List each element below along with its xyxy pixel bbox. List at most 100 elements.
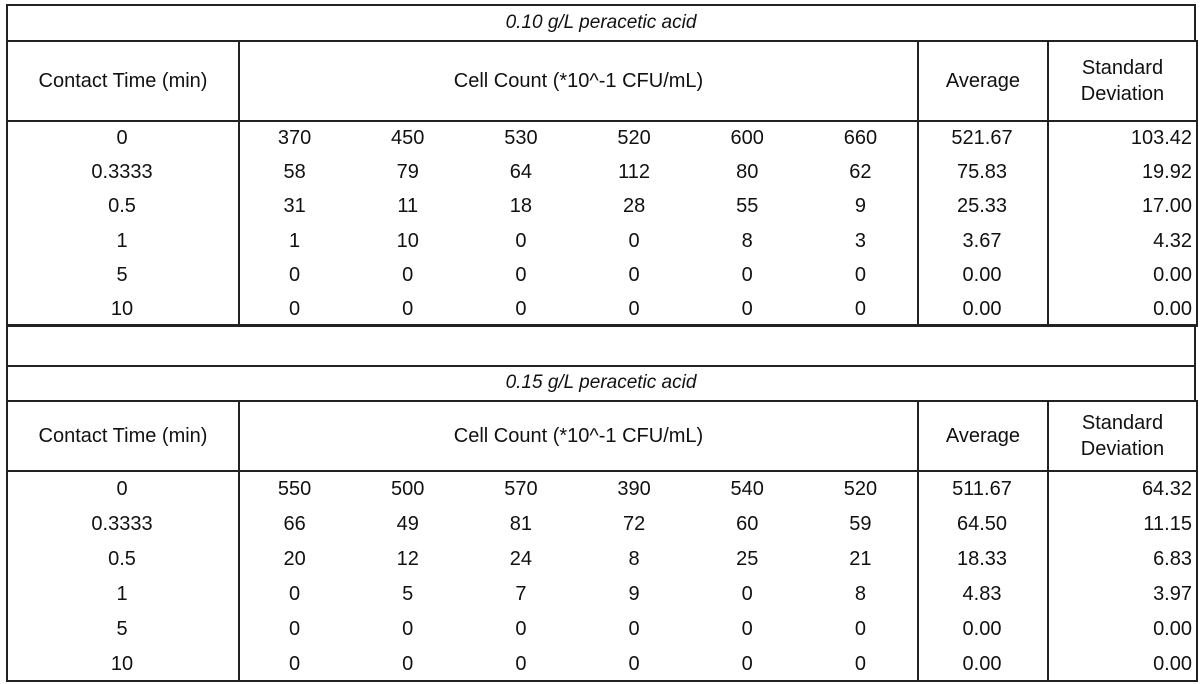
table-cell: 4.32 [1153,229,1192,252]
table-cell: 112 [618,161,651,184]
body-frame [1047,120,1198,328]
table-cell: 18 [509,195,533,218]
table-cell: 31 [283,195,306,218]
table-cell: 0.5 [108,195,136,218]
table-cell: 0 [741,298,753,321]
table-cell: 600 [730,127,764,150]
table-cell: 8 [741,229,753,252]
table-cell: 0 [628,298,640,321]
table-cell: 64.50 [956,512,1008,535]
table-cell: 12 [396,547,419,570]
table-cell: 0 [515,263,527,286]
table-cell: 0 [515,229,527,252]
column-header: Cell Count (*10^-1 CFU/mL) [453,425,704,447]
table-cell: 390 [617,477,651,500]
table-cell: 500 [391,477,425,500]
table-cell: 72 [622,512,646,535]
table-cell: 9 [854,195,866,218]
table-cell: 660 [843,127,878,150]
table-cell: 0.00 [962,298,1002,321]
table-cell: 0 [289,298,301,321]
table-cell: 10 [110,652,134,675]
table-cell: 0 [741,617,753,640]
table-cell: 0.00 [1153,652,1192,675]
column-header: Cell Count (*10^-1 CFU/mL) [453,70,704,92]
table-cell: 0 [741,263,753,286]
table-cell: 19.92 [1141,161,1192,184]
table-cell: 0 [854,263,866,286]
table-cell: 20 [283,547,306,570]
table-cell: 8 [854,582,866,605]
table-cell: 79 [396,161,419,184]
table-cell: 0 [289,652,301,675]
table-cell: 0.00 [962,263,1002,286]
table-cell: 0.00 [962,617,1002,640]
table-cell: 0 [854,652,866,675]
table-cell: 49 [396,512,419,535]
table-cell: 21 [849,547,872,570]
column-header: Contact Time (min) [38,70,208,92]
table-cell: 0 [402,617,414,640]
table-cell: 0 [741,652,753,675]
table-cell: 0.00 [962,652,1002,675]
table-cell: 0 [116,127,128,150]
table-cell: 511.67 [952,477,1012,500]
table-cell: 25.33 [956,195,1008,218]
table-cell: 8 [628,547,640,570]
table-cell: 11 [397,195,419,218]
column-header: Average [945,70,1021,92]
table-cell: 3 [854,229,866,252]
table-cell: 6.83 [1153,547,1192,570]
table-cell: 9 [628,582,640,605]
table-cell: 0 [116,477,128,500]
table-title: 0.15 g/L peracetic acid [505,372,697,394]
table-cell: 0.00 [1153,263,1192,286]
table-cell: 0 [741,582,753,605]
table-cell: 570 [504,477,538,500]
table-cell: 530 [504,127,538,150]
table-cell: 11.15 [1143,512,1192,535]
table-cell: 25 [736,547,759,570]
table-cell: 10 [110,298,134,321]
column-header: Standard Deviation [1080,57,1165,105]
table-title: 0.10 g/L peracetic acid [505,11,697,33]
table-cell: 0.3333 [91,161,153,184]
column-header: Average [945,425,1021,447]
table-cell: 0 [854,298,866,321]
table-cell: 66 [283,512,306,535]
table-cell: 5 [116,617,128,640]
table-cell: 450 [391,127,425,150]
table-cell: 0 [628,617,640,640]
table-cell: 0 [289,582,301,605]
column-header: Standard Deviation [1080,412,1165,460]
table-cell: 62 [849,161,872,184]
table-cell: 0.3333 [91,512,153,535]
table-cell: 1 [289,229,301,252]
table-cell: 10 [396,229,419,252]
table-cell: 55 [736,195,759,218]
table-cell: 0.5 [108,547,136,570]
table-cell: 0 [402,652,414,675]
table-cell: 24 [509,547,533,570]
table-cell: 64 [509,161,533,184]
table-cell: 0 [289,617,301,640]
table-cell: 103.42 [1130,127,1192,150]
table-cell: 370 [277,127,312,150]
table-cell: 28 [622,195,646,218]
table-cell: 64.32 [1141,477,1192,500]
table-cell: 0 [628,652,640,675]
table-cell: 520 [617,127,651,150]
table-cell: 0 [402,263,414,286]
table-cell: 0 [628,263,640,286]
table-cell: 5 [116,263,128,286]
table-cell: 0 [515,617,527,640]
spacer-row [6,324,1196,367]
table-cell: 0.00 [1153,617,1192,640]
table-cell: 1 [116,582,128,605]
table-cell: 17.00 [1141,195,1192,218]
table-cell: 4.83 [962,582,1002,605]
table-cell: 59 [849,512,872,535]
table-cell: 0 [289,263,301,286]
table-cell: 1 [116,229,128,252]
